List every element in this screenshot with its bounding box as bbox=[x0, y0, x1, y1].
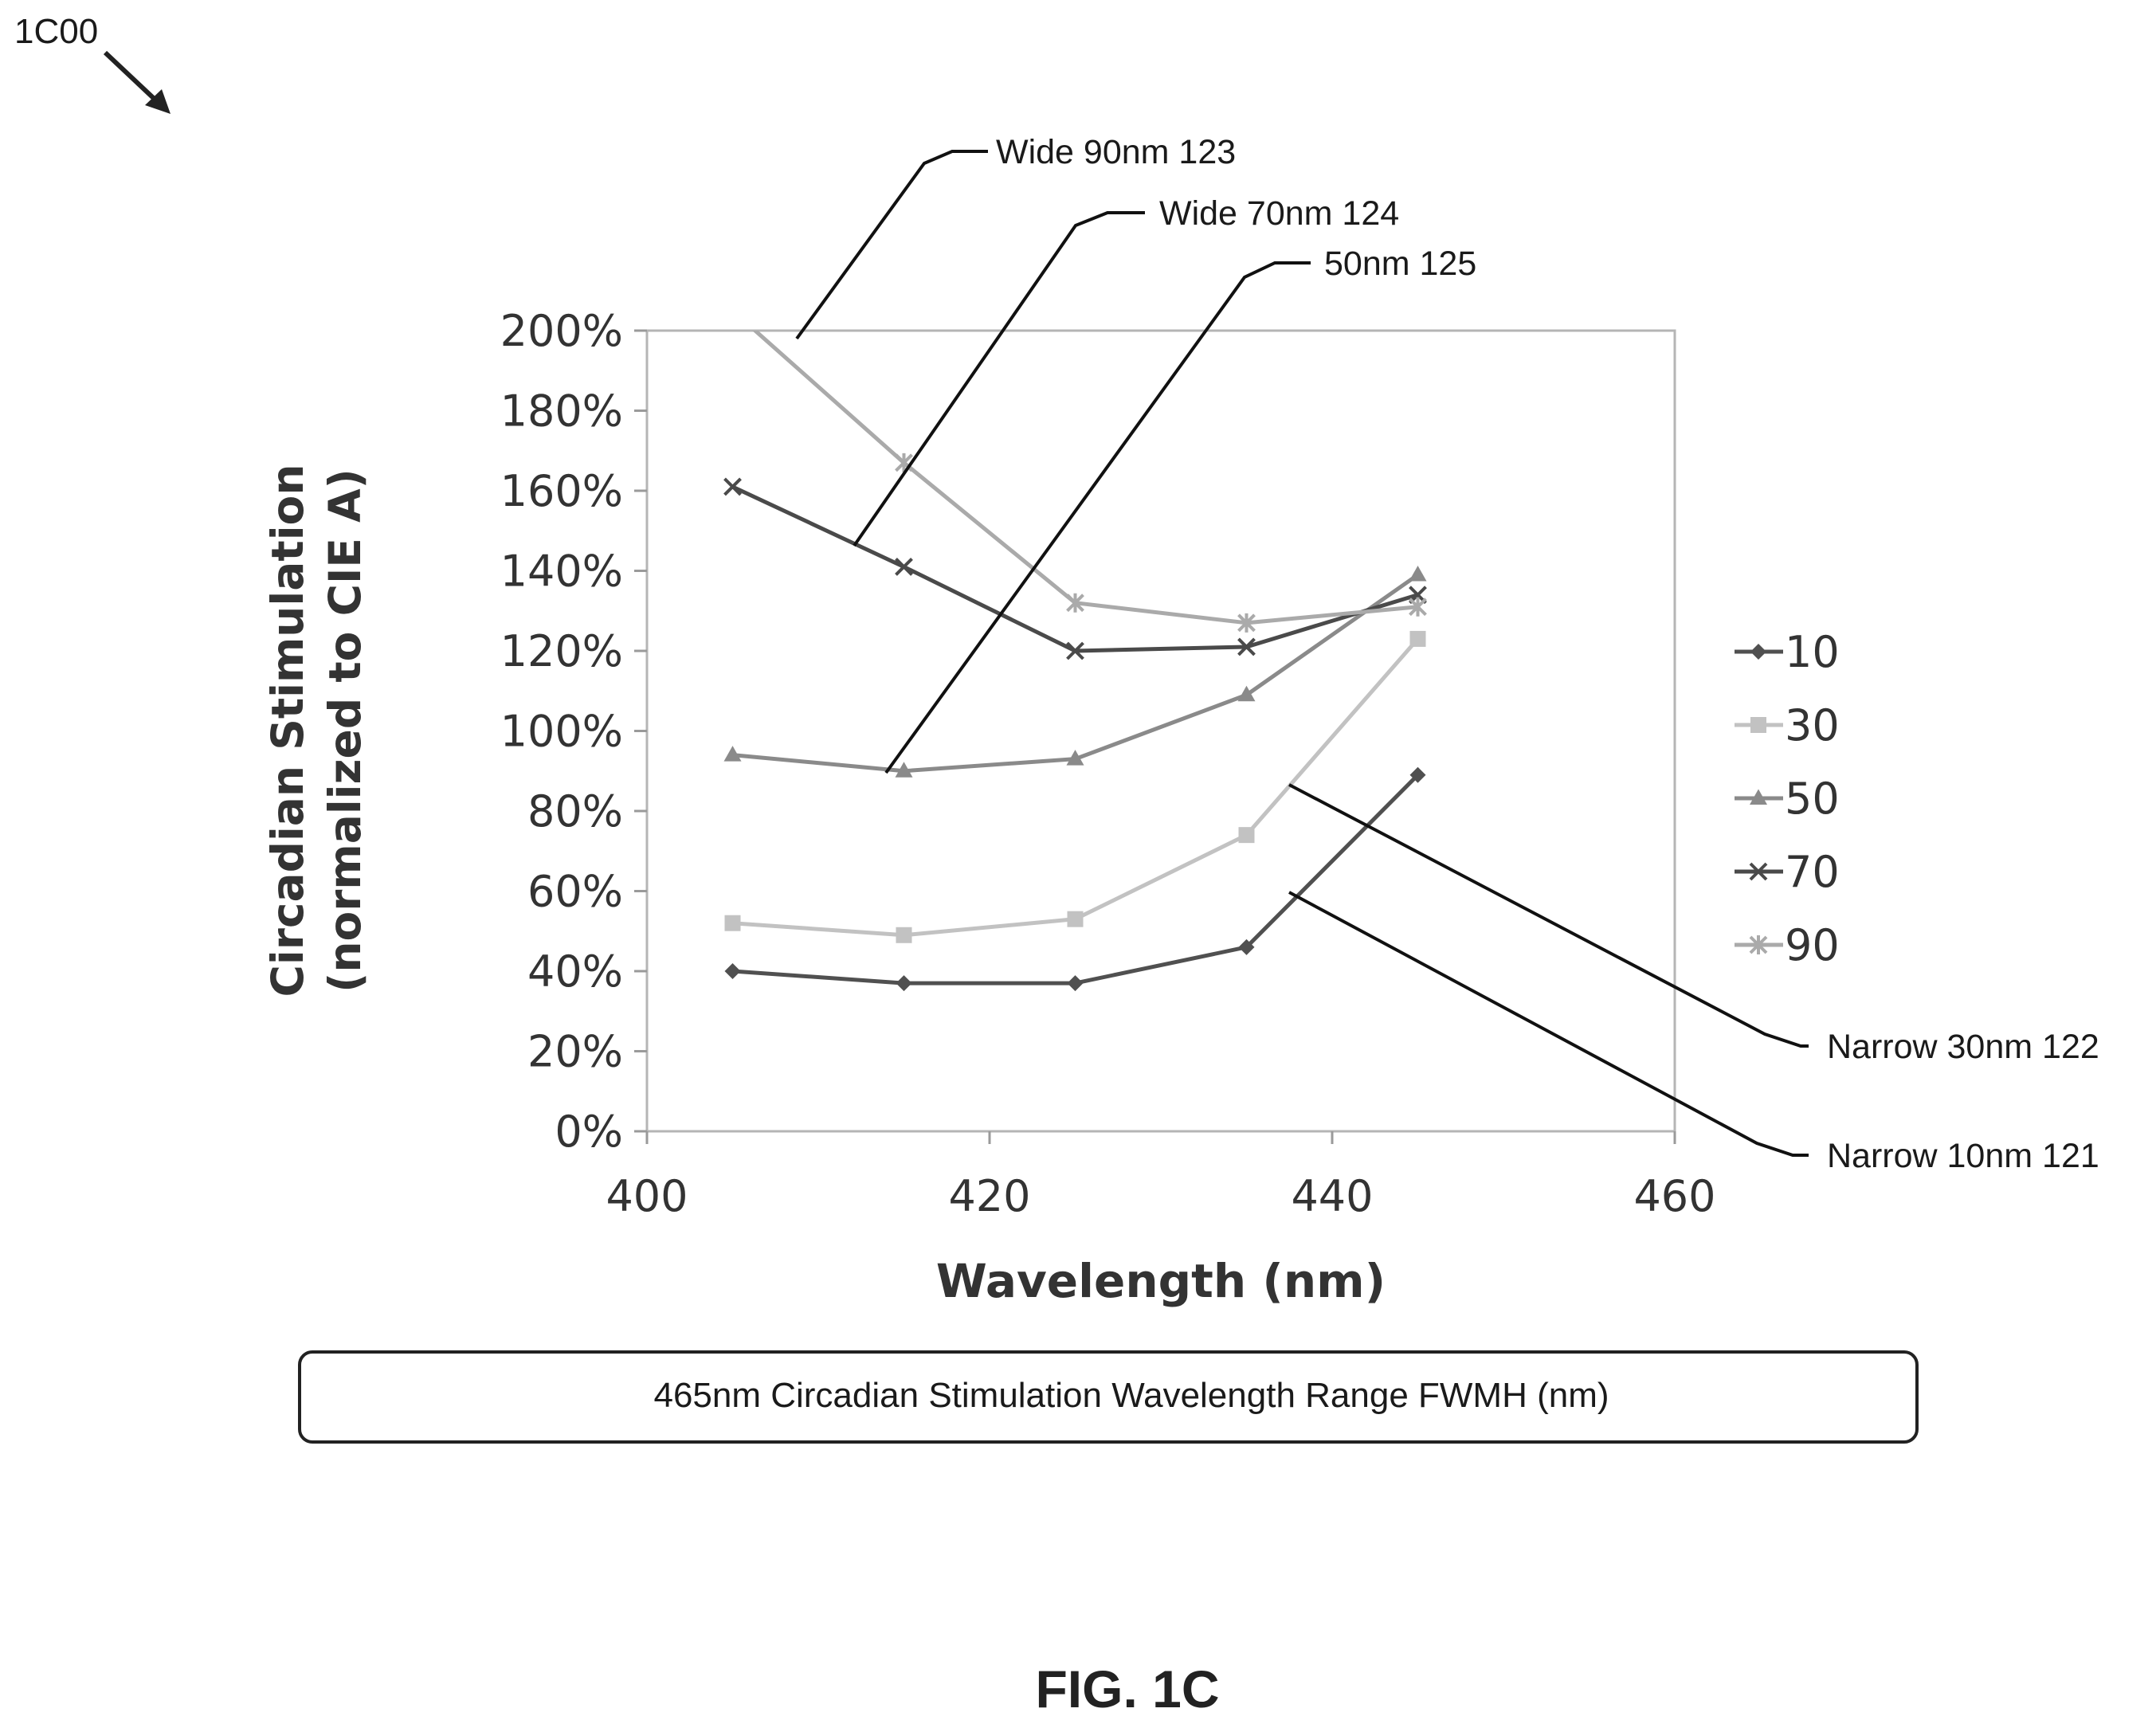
callout-wide90: Wide 90nm 123 bbox=[996, 133, 1236, 171]
legend: 10 30 50 70 90 bbox=[1735, 627, 1840, 970]
series-10-point bbox=[1238, 938, 1255, 955]
series-50-point bbox=[895, 762, 913, 778]
y-axis-title-line-2: (normalized to CIE A) bbox=[319, 468, 370, 993]
series-70-point bbox=[895, 558, 913, 576]
legend-marker bbox=[1750, 644, 1766, 660]
callout-narrow30: Narrow 30nm 122 bbox=[1827, 1028, 2099, 1066]
range-box bbox=[298, 1350, 1919, 1444]
series-50-point bbox=[1066, 750, 1084, 766]
legend-label: 90 bbox=[1785, 920, 1840, 970]
callout-wide70: Wide 70nm 124 bbox=[1159, 194, 1399, 233]
y-tick-label: 40% bbox=[527, 946, 623, 997]
series-30 bbox=[724, 630, 1426, 943]
series-90-line bbox=[752, 331, 1418, 625]
series-90 bbox=[725, 301, 1427, 633]
y-tick-label: 60% bbox=[527, 867, 623, 917]
y-axis-title-line-1: Circadian Stimulation bbox=[262, 464, 313, 997]
x-tick-label: 400 bbox=[606, 1171, 688, 1221]
y-tick-label: 0% bbox=[555, 1107, 623, 1157]
series-10-point bbox=[1409, 766, 1426, 783]
y-tick-label: 80% bbox=[527, 786, 623, 837]
series-10-point bbox=[1067, 975, 1084, 992]
series-30-point bbox=[1409, 630, 1426, 647]
y-tick-label: 20% bbox=[527, 1027, 623, 1077]
legend-label: 50 bbox=[1785, 774, 1840, 824]
callout-50nm: 50nm 125 bbox=[1324, 245, 1476, 283]
y-axis-title: Circadian Stimulation (normalized to CIE… bbox=[262, 464, 370, 997]
series-10-point bbox=[724, 963, 741, 979]
series-30-point bbox=[896, 927, 912, 943]
legend-marker bbox=[1750, 717, 1766, 733]
legend-label: 30 bbox=[1785, 700, 1840, 750]
callout-leader-narrow30 bbox=[1288, 783, 1809, 1048]
series-70-point bbox=[1066, 641, 1084, 660]
legend-item-70: 70 bbox=[1735, 847, 1840, 897]
legend-item-30: 30 bbox=[1735, 700, 1840, 750]
series-90-point bbox=[725, 301, 741, 320]
series-30-point bbox=[724, 915, 741, 931]
callout-leader-wide70 bbox=[853, 211, 1145, 547]
x-tick-label: 440 bbox=[1291, 1171, 1373, 1221]
series-10-point bbox=[896, 975, 912, 992]
range-box-text: 465nm Circadian Stimulation Wavelength R… bbox=[653, 1376, 1609, 1415]
series-10-line bbox=[732, 774, 1420, 985]
series-30-point bbox=[1067, 911, 1084, 927]
figure-ref-arrow bbox=[103, 50, 171, 114]
series-90-point bbox=[1237, 613, 1256, 633]
y-tick-label: 180% bbox=[500, 386, 623, 437]
legend-marker bbox=[1749, 935, 1768, 954]
y-tick-label: 140% bbox=[500, 547, 623, 597]
y-tick-label: 160% bbox=[500, 466, 623, 516]
plot-frame bbox=[645, 329, 1676, 1133]
callout-leaders bbox=[795, 150, 1809, 1157]
x-axis-title: Wavelength (nm) bbox=[936, 1254, 1386, 1308]
series-50-point bbox=[723, 746, 742, 762]
y-tick-label: 120% bbox=[500, 626, 623, 676]
series-50-point bbox=[1409, 566, 1427, 582]
series-layer bbox=[723, 301, 1427, 992]
legend-label: 70 bbox=[1785, 847, 1840, 897]
series-70 bbox=[723, 477, 1427, 660]
callout-leader-wide90 bbox=[795, 150, 988, 340]
legend-label: 10 bbox=[1785, 627, 1840, 677]
y-tick-label: 100% bbox=[500, 707, 623, 757]
series-70-point bbox=[723, 477, 742, 496]
axes: 0% 20% 40% 60% 80% 100% 120% 140% 160% 180% 200% 40… bbox=[500, 306, 1716, 1221]
legend-item-10: 10 bbox=[1735, 627, 1840, 677]
series-90-point bbox=[1066, 593, 1084, 613]
series-50-point bbox=[1237, 685, 1256, 702]
figure-caption: FIG. 1C bbox=[1035, 1659, 1219, 1718]
legend-item-90: 90 bbox=[1735, 920, 1840, 970]
callout-leader-narrow10 bbox=[1288, 891, 1809, 1157]
series-10 bbox=[724, 766, 1426, 992]
series-30-point bbox=[1238, 827, 1255, 844]
series-50 bbox=[723, 566, 1427, 778]
y-tick-label: 200% bbox=[500, 306, 623, 356]
callout-narrow10: Narrow 10nm 121 bbox=[1827, 1137, 2099, 1175]
legend-marker bbox=[1750, 789, 1767, 805]
x-tick-label: 420 bbox=[948, 1171, 1030, 1221]
figure-ref-label: 1C00 bbox=[14, 12, 98, 51]
series-30-line bbox=[732, 637, 1420, 938]
series-90-point bbox=[1409, 597, 1427, 617]
legend-marker bbox=[1749, 862, 1768, 881]
series-90-point bbox=[895, 453, 913, 472]
legend-item-50: 50 bbox=[1735, 774, 1840, 824]
callout-leader-50nm bbox=[884, 261, 1311, 774]
series-70-point bbox=[1237, 637, 1256, 656]
x-tick-label: 460 bbox=[1633, 1171, 1715, 1221]
